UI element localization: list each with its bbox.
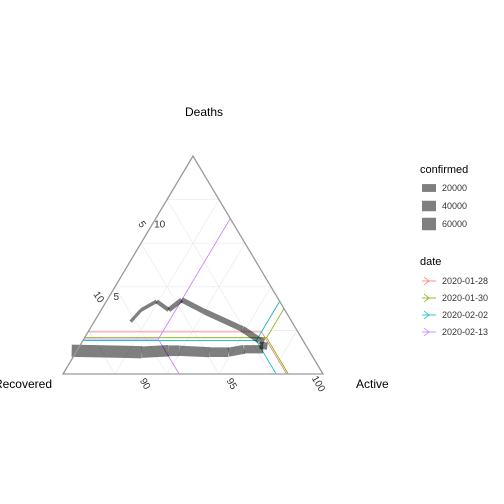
- date-legend-key-tick-b-2020-02-02: [423, 314, 430, 320]
- date-legend-key-tick-a-2020-02-02: [423, 310, 430, 316]
- ref-line-recovered-2020-01-28: [261, 331, 287, 375]
- path-segment-7: [240, 326, 262, 344]
- tick-labels: 90 95 100 5 10 5 10: [91, 219, 328, 394]
- legend: confirmed 20000 40000 60000 date 2020-01-2…: [420, 164, 488, 337]
- ref-line-active-2020-02-13: [157, 218, 231, 340]
- date-legend-key-tick-a-2020-01-28: [423, 276, 430, 282]
- date-legend-key-2020-01-30: [422, 293, 436, 303]
- tick-label-recovered-5: 5: [135, 219, 147, 230]
- date-legend-key-tick-b-2020-01-28: [423, 280, 430, 286]
- path-segment-1: [129, 309, 143, 323]
- size-legend-label-40000: 40000: [442, 201, 467, 211]
- date-legend-label-2020-02-02: 2020-02-02: [442, 310, 488, 320]
- vertex-label-active: Active: [356, 377, 389, 391]
- confirmed-path: [71, 297, 268, 359]
- date-legend-label-2020-01-28: 2020-01-28: [442, 276, 488, 286]
- date-legend-key-tick-b-2020-01-30: [423, 297, 430, 303]
- legend-title-date: date: [420, 256, 441, 268]
- vertex-label-recovered: Recovered: [0, 377, 52, 391]
- grid-line-active-4: [270, 330, 298, 375]
- date-legend-key-2020-02-02: [422, 310, 436, 320]
- date-legend-key-2020-02-13: [422, 327, 436, 337]
- path-segment-6: [203, 308, 244, 332]
- tick-label-deaths-10: 10: [154, 219, 166, 230]
- ref-line-active-2020-02-02: [255, 301, 281, 341]
- reference-lines: [82, 218, 289, 375]
- size-legend-label-60000: 60000: [442, 219, 467, 229]
- ref-line-recovered-2020-02-13: [157, 338, 180, 375]
- date-legend-label-2020-01-30: 2020-01-30: [442, 293, 488, 303]
- tick-label-deaths-5: 5: [114, 292, 120, 303]
- date-legend-entries: 2020-01-28 2020-01-30 2020-02-02 2020-02-13: [422, 276, 488, 337]
- grid-line-recovered-3: [114, 286, 168, 375]
- ref-line-active-2020-01-30: [266, 308, 285, 338]
- size-legend-key-20000: [422, 184, 436, 192]
- tick-label-active-95: 95: [224, 377, 239, 393]
- size-legend-label-20000: 20000: [442, 183, 467, 193]
- tick-label-active-100: 100: [309, 374, 327, 394]
- date-legend-key-tick-a-2020-02-13: [423, 327, 430, 333]
- path-segment-15: [141, 345, 170, 358]
- date-legend-key-tick-a-2020-01-30: [423, 293, 430, 299]
- path-segment-13: [178, 345, 210, 358]
- date-legend-key-2020-01-28: [422, 276, 436, 286]
- triangle-frame: [61, 154, 325, 375]
- tick-label-active-90: 90: [137, 377, 152, 393]
- size-legend-entries: 20000 40000 60000: [422, 183, 467, 231]
- date-legend-key-tick-b-2020-02-13: [423, 331, 430, 337]
- tick-label-recovered-10: 10: [91, 290, 107, 306]
- size-legend-key-40000: [422, 200, 436, 212]
- size-legend-key-60000: [422, 217, 436, 231]
- path-segment-9: [259, 341, 268, 350]
- path-segment-11: [227, 344, 245, 357]
- ref-line-recovered-2020-01-30: [266, 337, 289, 375]
- path-segment-8: [258, 337, 266, 346]
- path-segment-3: [155, 299, 170, 312]
- path-segment-4: [167, 298, 184, 312]
- date-legend-label-2020-02-13: 2020-02-13: [442, 327, 488, 337]
- vertex-label-deaths: Deaths: [185, 105, 223, 119]
- legend-title-confirmed: confirmed: [420, 164, 468, 176]
- path-segment-2: [140, 299, 158, 312]
- path-segment-5: [180, 297, 206, 314]
- path-segment-16: [71, 344, 142, 359]
